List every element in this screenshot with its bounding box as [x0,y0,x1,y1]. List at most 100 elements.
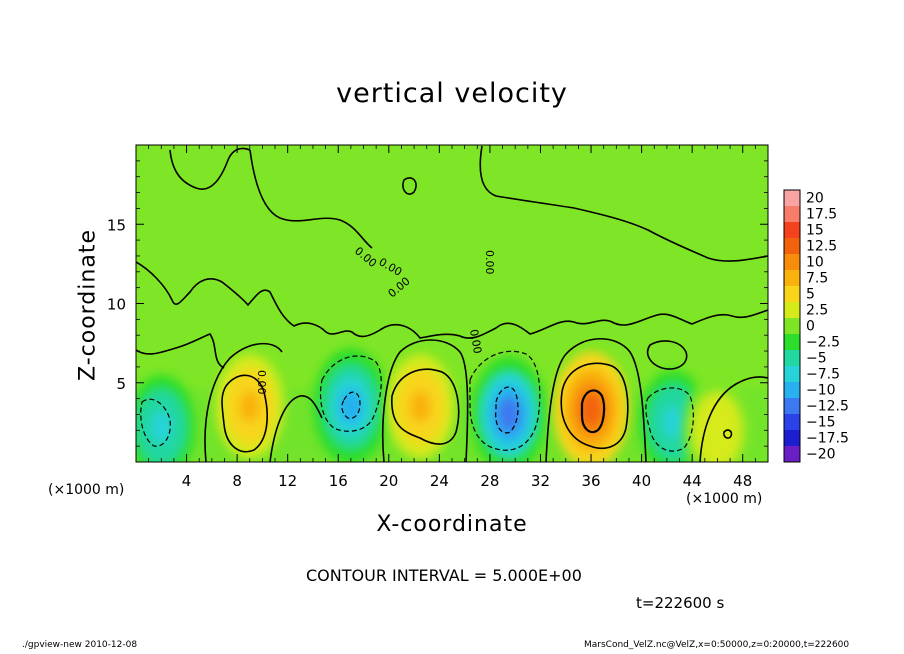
colorbar-label: 5 [806,287,815,303]
contour-zero-top-right [479,145,768,262]
field-cell [215,354,284,459]
contour-zero-upper [136,261,768,339]
contour-pos-5-b [391,368,460,445]
colorbar-swatch [784,334,800,351]
colorbar-swatch [784,366,800,383]
colorbar-label: 20 [806,191,824,207]
field-cell-layer [339,389,363,424]
field-cell-layer [410,390,431,423]
contour-zero-cell-1 [204,342,283,462]
colorbar-label: −17.5 [806,431,849,447]
colorbar-label: −2.5 [806,335,840,351]
contour-zero-cell-5 [699,376,768,462]
contour-neg-10-c [495,386,519,434]
field-cell-layer [239,390,261,423]
contour-neg-5-d [645,387,694,452]
colorbar-swatch [784,222,800,239]
field-cell [470,356,547,462]
colorbar-frame [783,189,801,463]
colorbar-swatch [784,350,800,367]
contour-loop-3 [723,429,733,439]
y-axis-ticks: 5 10 15 [107,160,768,447]
x-tick-label: 32 [531,472,550,490]
colorbar-swatch [784,382,800,399]
contour-loop-2 [646,340,688,370]
contour-zero-top-mid [249,149,373,249]
field-cell-layer [579,392,603,428]
contour-label: 0.00 [483,250,496,275]
colorbar-swatch [784,286,800,303]
contour-loop-1 [402,177,417,195]
contour-interval-text: CONTOUR INTERVAL = 5.000E+00 [306,566,582,585]
plot-field: 0.00 0.00 0.00 0.00 0.00 0.00 [136,145,768,462]
contour-zero-cell-3 [381,339,469,462]
contour-pos-5-c [560,362,629,450]
colorbar: 2017.51512.5107.552.50−2.5−5−7.5−10−12.5… [783,189,849,463]
x-unit-label-left: (×1000 m) [48,482,125,498]
field-cell [683,378,752,462]
field-cell-layer [707,414,728,446]
colorbar-swatch [784,238,800,255]
field-cell [386,354,455,459]
colorbar-label: 17.5 [806,207,837,223]
y-tick-label: 15 [107,216,126,234]
colorbar-swatch [784,254,800,271]
contour-label: 0.00 [255,370,268,395]
x-axis-label: X-coordinate [376,512,528,537]
x-axis-ticks: 4 8 12 16 20 24 28 32 36 40 44 48 [148,145,769,490]
field-cell-layer [497,397,521,432]
colorbar-swatch [784,318,800,335]
x-tick-label: 20 [379,472,398,490]
colorbar-swatch [784,302,800,319]
colorbar-swatch [784,398,800,415]
colorbar-swatch [784,206,800,223]
colorbar-label: −10 [806,383,836,399]
colorbar-label: 7.5 [806,271,828,287]
contour-label: 0.00 [467,328,484,354]
time-stamp: t=222600 s [636,594,725,612]
x-tick-label: 4 [182,472,192,490]
x-tick-label: 40 [632,472,651,490]
colorbar-swatch [784,414,800,431]
colorbar-swatch [784,430,800,447]
footer-data-source: MarsCond_VelZ.nc@VelZ,x=0:50000,z=0:2000… [584,640,850,650]
x-unit-label-right: (×1000 m) [686,491,763,507]
contour-zero-mid-left [136,333,225,369]
contour-neg-5-c [469,350,541,451]
x-tick-label: 12 [278,472,297,490]
contour-pos-10 [580,389,606,434]
contour-neg-10-b [341,391,361,419]
x-tick-label: 28 [480,472,499,490]
colorbar-swatch [784,190,800,207]
x-tick-label: 16 [329,472,348,490]
colorbar-label: 0 [806,319,815,335]
colorbar-label: 10 [806,255,824,271]
colorbar-label: 2.5 [806,303,828,319]
colorbar-label: −7.5 [806,367,840,383]
colorbar-label: −20 [806,447,836,463]
chart-title: vertical velocity [336,78,568,109]
x-tick-label: 24 [430,472,449,490]
field-cell-layer [662,406,684,439]
contour-negative [140,350,694,452]
colorbar-label: −15 [806,415,836,431]
x-tick-label: 48 [733,472,752,490]
field-cell-layer [150,411,172,443]
contour-pos-5-a [221,374,268,453]
contour-zero-cell-2 [269,395,323,462]
field-cell [136,374,196,462]
footer-program-info: ./gpview-new 2010-12-08 [22,640,138,650]
colorbar-label: 15 [806,223,824,239]
y-tick-label: 10 [107,296,126,314]
colorbar-label: −5 [806,351,827,367]
y-tick-label: 5 [116,375,126,393]
colorbar-swatch [784,446,800,463]
x-tick-label: 44 [683,472,702,490]
x-tick-label: 8 [232,472,242,490]
colorbar-label: −12.5 [806,399,849,415]
contour-neg-5-a [140,398,171,447]
colorbar-label: 12.5 [806,239,837,255]
contour-zero-cell-4 [545,337,647,462]
field-cell [312,348,389,462]
